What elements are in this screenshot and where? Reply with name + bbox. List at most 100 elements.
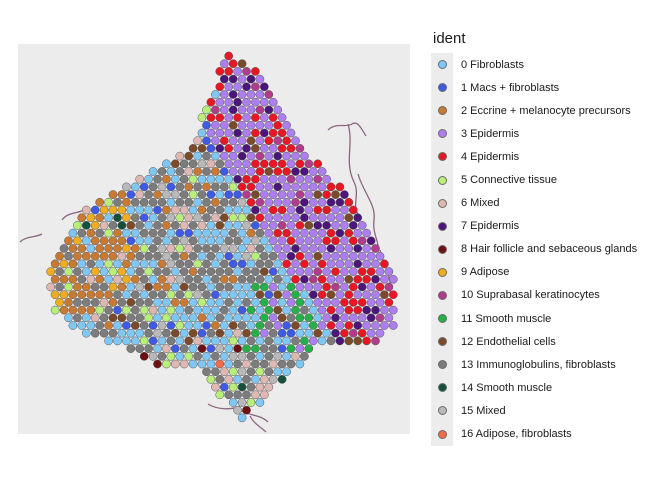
- tissue-spot: [166, 197, 176, 207]
- tissue-spot: [206, 359, 216, 369]
- tissue-spot: [219, 290, 229, 300]
- tissue-spot: [300, 182, 309, 192]
- tissue-spot: [353, 305, 363, 315]
- tissue-spot: [197, 251, 207, 261]
- tissue-spot: [81, 313, 91, 323]
- tissue-spot: [228, 120, 238, 130]
- tissue-spot: [224, 313, 234, 323]
- tissue-spot: [326, 259, 336, 269]
- tissue-spot: [344, 305, 354, 315]
- legend-item: 14 Smooth muscle: [431, 376, 637, 400]
- tissue-spot: [95, 321, 105, 330]
- tissue-spot: [104, 197, 113, 207]
- tissue-spot: [170, 267, 180, 276]
- tissue-spot: [126, 313, 136, 323]
- tissue-spot: [175, 305, 185, 315]
- tissue-spot: [251, 344, 260, 353]
- tissue-spot: [202, 336, 211, 346]
- tissue-spot: [228, 59, 238, 69]
- tissue-spot: [219, 336, 229, 346]
- tissue-spot: [246, 197, 256, 207]
- tissue-spot: [228, 197, 238, 207]
- tissue-spot: [193, 197, 202, 207]
- tissue-spot: [246, 274, 256, 284]
- tissue-spot: [277, 267, 287, 276]
- tissue-spot: [268, 159, 278, 169]
- tissue-spot: [331, 221, 340, 230]
- tissue-spot: [219, 59, 229, 69]
- tissue-spot: [117, 313, 127, 323]
- tissue-spot: [255, 336, 265, 346]
- tissue-spot: [184, 259, 194, 269]
- tissue-spot: [215, 97, 225, 107]
- tissue-spot: [255, 382, 265, 392]
- tissue-spot: [286, 205, 296, 215]
- tissue-spot: [157, 336, 167, 346]
- tissue-spot: [300, 259, 309, 269]
- tissue-spot: [206, 298, 216, 307]
- tissue-spot: [162, 359, 171, 369]
- tissue-spot: [193, 228, 202, 238]
- tissue-spot: [264, 90, 274, 99]
- tissue-spot: [139, 351, 149, 361]
- tissue-spot: [242, 267, 251, 276]
- tissue-spot: [153, 236, 162, 246]
- tissue-spot: [340, 205, 349, 215]
- tissue-spot: [104, 259, 113, 269]
- tissue-spot: [153, 344, 162, 353]
- tissue-spot: [130, 259, 140, 269]
- tissue-spot: [166, 351, 176, 361]
- tissue-spot: [282, 136, 291, 146]
- tissue-spot: [246, 336, 256, 346]
- tissue-spot: [237, 136, 247, 146]
- tissue-spot: [188, 221, 198, 230]
- tissue-spot: [268, 298, 278, 307]
- tissue-spot: [122, 290, 131, 300]
- tissue-spot: [117, 328, 127, 338]
- legend-label: 11 Smooth muscle: [461, 312, 552, 325]
- tissue-spot: [371, 290, 380, 300]
- tissue-spot: [197, 221, 207, 230]
- tissue-spot: [264, 120, 274, 130]
- tissue-spot: [175, 336, 185, 346]
- tissue-spot: [197, 236, 207, 246]
- tissue-spot: [282, 351, 291, 361]
- tissue-spot: [340, 251, 349, 261]
- tissue-spot: [228, 351, 238, 361]
- tissue-spot: [362, 290, 371, 300]
- tissue-spot: [357, 282, 367, 292]
- tissue-spot: [95, 305, 105, 315]
- tissue-spot: [193, 351, 202, 361]
- tissue-spot: [211, 228, 220, 238]
- tissue-spot: [104, 290, 113, 300]
- tissue-spot: [188, 282, 198, 292]
- tissue-spot: [113, 290, 122, 300]
- tissue-spot: [322, 221, 331, 230]
- tissue-spot: [268, 128, 278, 138]
- tissue-spot: [313, 298, 323, 307]
- tissue-spot: [104, 213, 113, 223]
- tissue-spot: [193, 259, 202, 269]
- tissue-spot: [251, 328, 260, 338]
- tissue-spot: [179, 267, 189, 276]
- tissue-spot: [95, 290, 105, 300]
- tissue-spot: [317, 305, 327, 315]
- tissue-spot: [242, 221, 251, 230]
- tissue-spot: [291, 290, 300, 300]
- tissue-spot: [322, 328, 331, 338]
- tissue-spot: [335, 213, 345, 223]
- tissue-spot: [335, 274, 345, 284]
- tissue-spot: [99, 298, 109, 307]
- tissue-spot: [300, 228, 309, 238]
- tissue-spot: [313, 267, 323, 276]
- tissue-spot: [264, 305, 274, 315]
- tissue-spot: [384, 282, 394, 292]
- legend-key: [431, 399, 453, 423]
- tissue-spot: [126, 282, 136, 292]
- tissue-spot: [331, 313, 340, 323]
- tissue-spot: [104, 228, 113, 238]
- tissue-spot: [170, 282, 180, 292]
- tissue-spot: [206, 282, 216, 292]
- tissue-spot: [237, 197, 247, 207]
- tissue-spot: [348, 298, 358, 307]
